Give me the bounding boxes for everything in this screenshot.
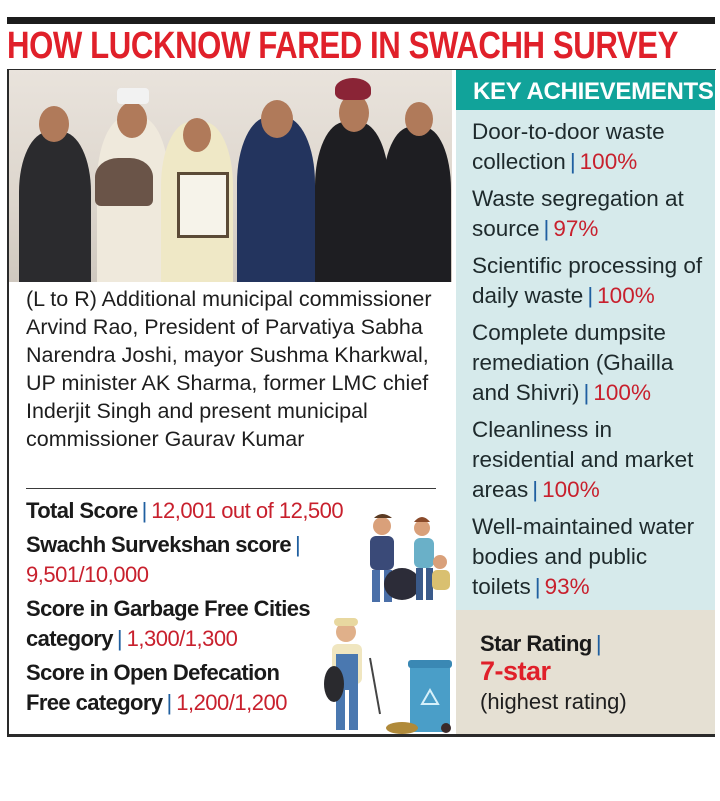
score-label: Total Score bbox=[26, 498, 138, 523]
turban-icon bbox=[335, 78, 371, 100]
score-value: 9,501/10,000 bbox=[26, 562, 149, 587]
key-achievements-title: KEY ACHIEVEMENTS bbox=[473, 78, 714, 105]
person-1 bbox=[19, 132, 91, 282]
separator-pipe: | bbox=[595, 631, 602, 656]
person-2-head bbox=[117, 102, 147, 138]
key-achievements-header: KEY ACHIEVEMENTS bbox=[456, 70, 715, 110]
achievement-value: 93% bbox=[544, 574, 590, 599]
score-label: Swachh Survekshan score bbox=[26, 532, 292, 557]
achievement-value: 100% bbox=[593, 380, 651, 405]
score-odf: Score in Open Defecation Free category | 1… bbox=[26, 658, 316, 718]
cleaning-volunteers-illustration bbox=[370, 514, 450, 602]
achievement-label: Cleanliness in residential and market ar… bbox=[472, 417, 694, 502]
achievement-label: Waste segregation at source bbox=[472, 186, 684, 241]
framed-certificate bbox=[177, 172, 229, 238]
achievement-item: Cleanliness in residential and market ar… bbox=[472, 415, 712, 505]
separator-pipe: | bbox=[116, 626, 123, 651]
score-value: 1,300/1,300 bbox=[126, 626, 238, 651]
person-1-head bbox=[39, 106, 69, 142]
person-6-head bbox=[405, 102, 433, 136]
star-rating-box: Star Rating | 7-star (highest rating) bbox=[456, 610, 715, 734]
person-4-head bbox=[261, 100, 293, 138]
star-rating-note: (highest rating) bbox=[480, 689, 627, 714]
achievement-label: Well-maintained water bodies and public … bbox=[472, 514, 695, 599]
group-photo bbox=[9, 70, 452, 282]
separator-pipe: | bbox=[543, 216, 550, 241]
star-rating-label-text: Star Rating bbox=[480, 631, 592, 656]
achievement-value: 97% bbox=[553, 216, 599, 241]
separator-pipe: | bbox=[583, 380, 590, 405]
bust-statue bbox=[95, 158, 153, 206]
separator-pipe: | bbox=[569, 149, 576, 174]
sweeper-with-recycle-bin-illustration bbox=[324, 618, 452, 734]
score-swachh-survekshan: Swachh Survekshan score | 9,501/10,000 bbox=[26, 530, 326, 590]
achievement-value: 100% bbox=[597, 283, 655, 308]
cap-icon bbox=[117, 88, 149, 104]
achievement-item: Complete dumpsite remediation (Ghailla a… bbox=[472, 318, 712, 408]
person-6 bbox=[383, 127, 451, 282]
infographic-frame bbox=[7, 69, 716, 737]
star-rating-value: 7-star bbox=[480, 656, 551, 686]
score-label: Score in Garbage Free Cities category bbox=[26, 596, 311, 651]
separator-pipe: | bbox=[532, 477, 539, 502]
achievement-label: Door-to-door waste collection bbox=[472, 119, 665, 174]
achievements-list: Door-to-door waste collection | 100% Waste… bbox=[472, 117, 712, 609]
top-rule bbox=[7, 17, 715, 24]
person-4 bbox=[237, 117, 315, 282]
score-label: Score in Open Defecation Free category bbox=[26, 660, 280, 715]
score-garbage-free: Score in Garbage Free Cities category | 1,… bbox=[26, 594, 326, 654]
caption-divider bbox=[26, 488, 436, 489]
person-3-head bbox=[183, 118, 211, 152]
score-value: 1,200/1,200 bbox=[176, 690, 287, 715]
achievement-item: Waste segregation at source | 97% bbox=[472, 184, 712, 244]
separator-pipe: | bbox=[295, 532, 301, 557]
separator-pipe: | bbox=[587, 283, 594, 308]
photo-caption: (L to R) Additional municipal commission… bbox=[26, 287, 432, 451]
separator-pipe: | bbox=[166, 690, 173, 715]
bottom-rule bbox=[7, 734, 715, 737]
person-5-head bbox=[339, 94, 369, 132]
score-value: 12,001 out of 12,500 bbox=[151, 498, 344, 523]
star-rating-label: Star Rating | bbox=[480, 630, 605, 658]
score-total: Total Score | 12,001 out of 12,500 bbox=[26, 496, 446, 526]
key-achievements-panel bbox=[456, 70, 715, 610]
achievement-item: Well-maintained water bodies and public … bbox=[472, 512, 712, 602]
headline: HOW LUCKNOW FARED IN SWACHH SURVEY bbox=[7, 25, 679, 67]
achievement-item: Scientific processing of daily waste | 100… bbox=[472, 251, 712, 311]
scores-list: Total Score | 12,001 out of 12,500 Swachh … bbox=[26, 496, 446, 722]
separator-pipe: | bbox=[141, 498, 148, 523]
person-5 bbox=[315, 122, 389, 282]
separator-pipe: | bbox=[534, 574, 541, 599]
achievement-value: 100% bbox=[579, 149, 638, 174]
achievement-label: Scientific processing of daily waste bbox=[472, 253, 703, 308]
achievement-value: 100% bbox=[542, 477, 600, 502]
achievement-item: Door-to-door waste collection | 100% bbox=[472, 117, 712, 177]
achievement-label: Complete dumpsite remediation (Ghailla a… bbox=[472, 320, 674, 405]
